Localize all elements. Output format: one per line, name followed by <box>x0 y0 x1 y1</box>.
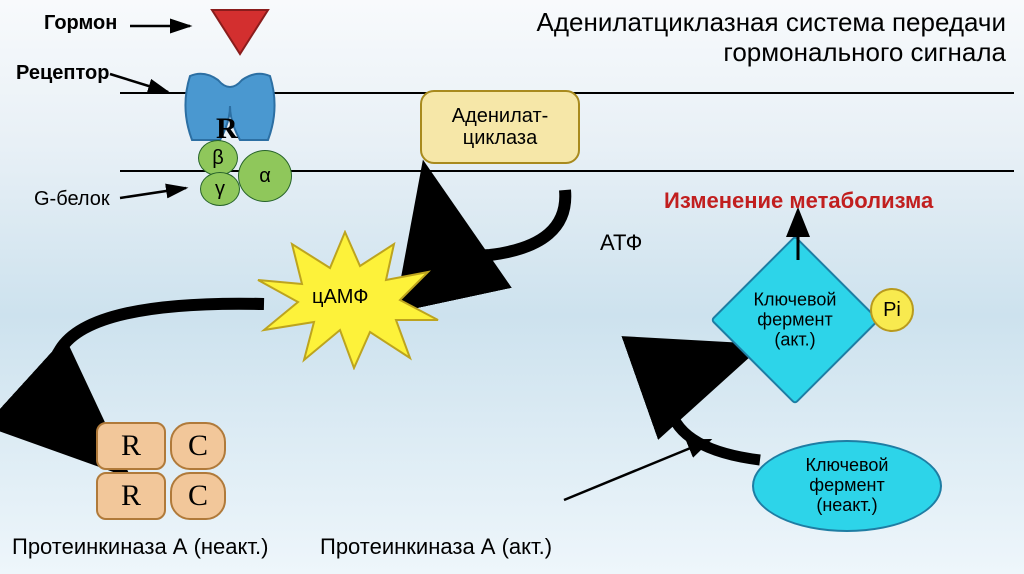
adenylate-cyclase: Аденилат-циклаза <box>420 90 580 164</box>
hormone-icon <box>212 10 268 56</box>
g-beta-label: β <box>212 147 224 170</box>
g-alpha: α <box>238 150 292 202</box>
adenylate-cyclase-label: Аденилат-циклаза <box>452 105 549 149</box>
title-line1: Аденилатциклазная система передачи <box>537 7 1006 37</box>
pka-active-label: Протеинкиназа А (акт.) <box>320 534 552 560</box>
g-beta: β <box>198 140 238 176</box>
g-gamma-label: γ <box>215 178 225 201</box>
enzyme-active-label: Ключевойфермент(акт.) <box>725 290 865 349</box>
pka-R2: R <box>96 472 166 520</box>
pi-label: Pi <box>883 299 901 322</box>
enzyme-inactive: Ключевойфермент(неакт.) <box>752 440 942 532</box>
g-protein-label: G-белок <box>34 188 110 211</box>
g-gamma: γ <box>200 172 240 206</box>
camp-label: цАМФ <box>312 286 368 309</box>
pi-circle: Pi <box>870 288 914 332</box>
arrow-enz-to-metabolism <box>788 218 808 262</box>
pka-R1: R <box>96 422 166 470</box>
arrow-gprotein <box>120 184 196 204</box>
pka-C1: C <box>170 422 226 470</box>
receptor-label: Рецептор <box>16 62 109 85</box>
atp-label: АТФ <box>600 230 642 256</box>
receptor-shape: R <box>180 74 280 144</box>
metabolism-label: Изменение метаболизма <box>664 188 933 214</box>
hormone-label: Гормон <box>44 12 117 35</box>
pka-inactive-label: Протеинкиназа А (неакт.) <box>12 534 268 560</box>
g-alpha-label: α <box>259 165 271 188</box>
enzyme-active: Ключевойфермент(акт.) <box>710 260 880 380</box>
enzyme-inactive-label: Ключевойфермент(неакт.) <box>806 456 889 515</box>
diagram-title: Аденилатциклазная система передачи гормо… <box>537 8 1006 68</box>
arrow-hormone <box>130 18 200 34</box>
pka-C2: C <box>170 472 226 520</box>
title-line2: гормонального сигнала <box>723 37 1006 67</box>
arrow-ac-to-camp <box>420 160 620 270</box>
